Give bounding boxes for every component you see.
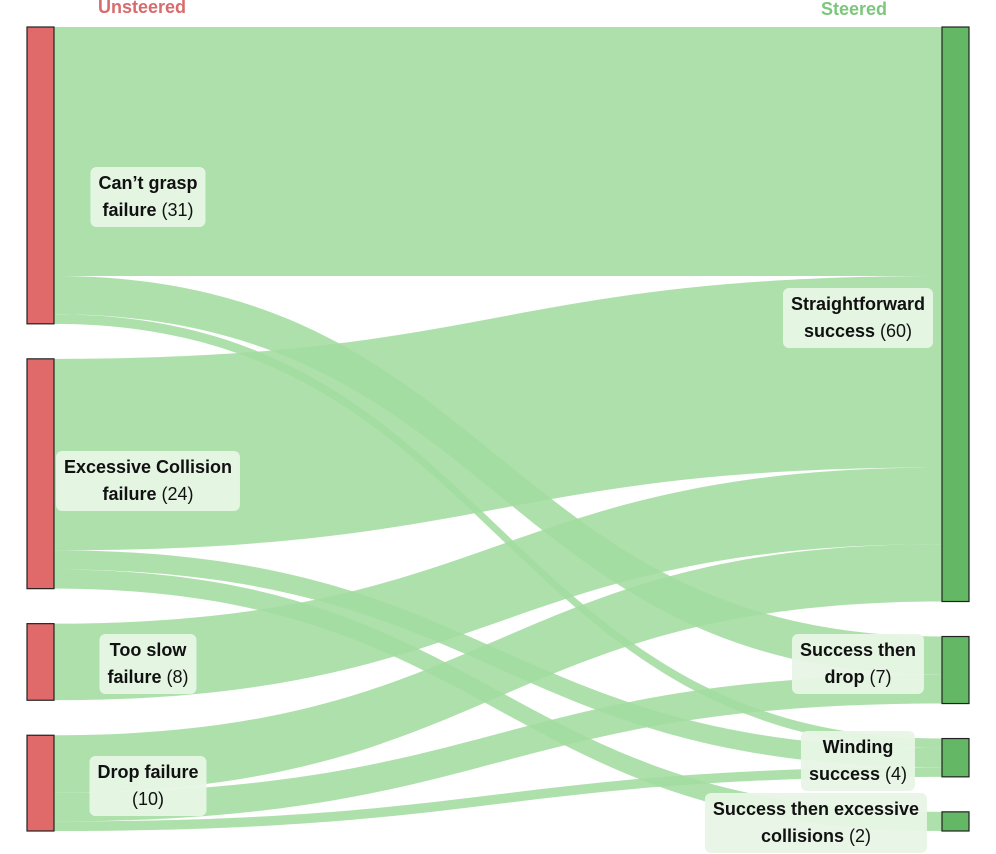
node-name-line2: drop xyxy=(824,667,865,687)
label-too_slow: Too slow failure (8) xyxy=(99,634,197,694)
link-collision-to-then_coll xyxy=(54,569,942,831)
node-name-line1: Success then excessive xyxy=(712,799,920,819)
label-then_drop: Success then drop (7) xyxy=(791,634,925,694)
unsteered-header: Unsteered xyxy=(98,0,187,17)
node-name-line2: success xyxy=(803,321,876,341)
node-name-line2: success xyxy=(808,764,881,784)
node-name-line2: collisions xyxy=(760,826,845,846)
label-cant_grasp: Can’t grasp failure (31) xyxy=(90,167,206,227)
label-winding: Winding success (4) xyxy=(800,731,916,791)
link-drop-to-straight xyxy=(54,544,942,793)
node-name-line1: Excessive Collision xyxy=(63,457,233,477)
node-count: (10) xyxy=(131,789,165,809)
label-straight: Straightforward success (60) xyxy=(782,288,934,348)
node-name-line1: Success then xyxy=(799,640,917,660)
node-name-line1: Can’t grasp xyxy=(98,173,198,193)
label-then_coll: Success then excessive collisions (2) xyxy=(704,793,928,853)
node-count: (24) xyxy=(161,484,194,504)
node-count: (31) xyxy=(161,200,194,220)
node-count: (2) xyxy=(849,826,872,846)
target-node-straight xyxy=(941,26,970,603)
link-cant_grasp-to-winding xyxy=(54,314,942,749)
source-node-cant_grasp xyxy=(26,26,55,325)
node-name-line2: failure xyxy=(102,200,157,220)
link-drop-to-then_drop xyxy=(54,674,942,822)
link-collision-to-straight xyxy=(54,275,942,551)
link-cant_grasp-to-straight xyxy=(54,27,942,276)
label-drop: Drop failure (10) xyxy=(89,756,207,816)
node-count: (7) xyxy=(869,667,892,687)
node-count: (4) xyxy=(885,764,908,784)
nodes-layer xyxy=(26,26,970,832)
node-name-line2: failure xyxy=(102,484,157,504)
node-count: (8) xyxy=(166,667,189,687)
link-too_slow-to-straight xyxy=(54,467,942,701)
steered-header: Steered xyxy=(821,0,888,19)
node-name-line1: Straightforward xyxy=(790,294,926,314)
node-name-line1: Too slow xyxy=(109,640,187,660)
links-layer xyxy=(54,27,942,831)
node-count: (60) xyxy=(880,321,913,341)
node-name-line1: Winding xyxy=(822,737,894,757)
target-node-winding xyxy=(941,737,970,778)
label-collision: Excessive Collision failure (24) xyxy=(55,451,241,511)
target-node-then_drop xyxy=(941,635,970,705)
source-node-too_slow xyxy=(26,623,55,701)
target-node-then_coll xyxy=(941,811,970,832)
source-node-collision xyxy=(26,358,55,590)
link-drop-to-winding xyxy=(54,767,942,831)
node-name-line2: failure xyxy=(107,667,162,687)
source-node-drop xyxy=(26,734,55,832)
node-name-line1: Drop failure xyxy=(97,762,199,782)
